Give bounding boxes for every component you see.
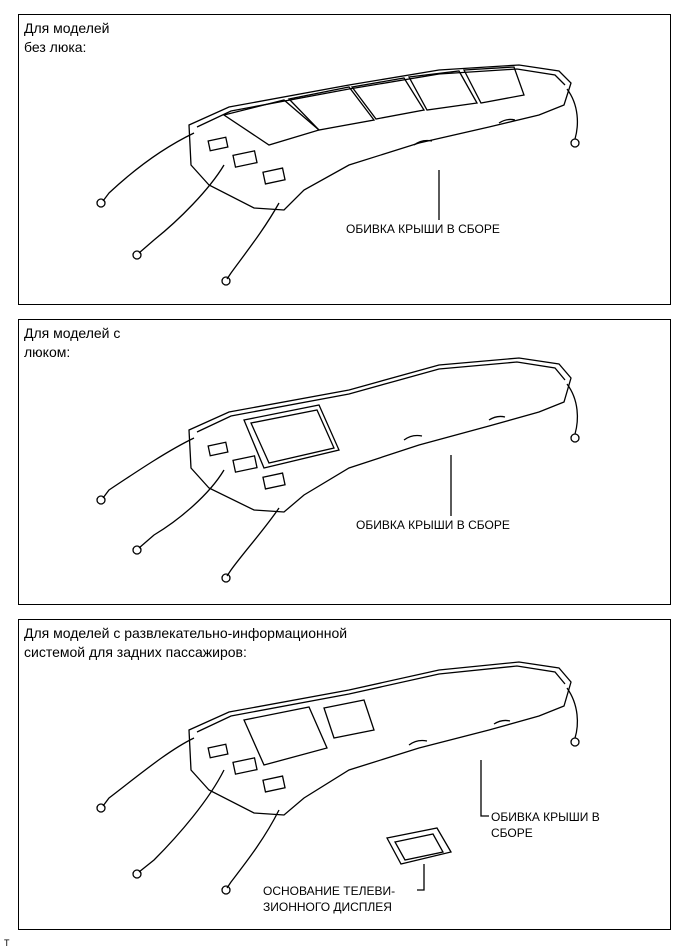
callout-text: ОБИВКА КРЫШИ В СБОРЕ — [346, 222, 500, 236]
headliner-illustration — [96, 64, 580, 286]
headliner-outline — [96, 661, 580, 895]
callout-text: ОБИВКА КРЫШИ В — [491, 810, 600, 824]
title-line: Для моделей — [24, 20, 110, 36]
callout-text: ОБИВКА КРЫШИ В СБОРЕ — [356, 518, 510, 532]
panel-rear-entertainment: Для моделей с развлекательно-информацион… — [18, 619, 671, 930]
display-base-callout: ОСНОВАНИЕ ТЕЛЕВИ- ЗИОННОГО ДИСПЛЕЯ — [263, 883, 395, 915]
title-line: Для моделей с развлекательно-информацион… — [24, 625, 348, 641]
title-line: люком: — [24, 344, 71, 360]
panel-without-sunroof: Для моделей без люка: — [18, 14, 671, 305]
title-line: без люка: — [24, 39, 87, 55]
headliner-outline — [96, 64, 580, 286]
panel-title: Для моделей с люком: — [24, 324, 120, 362]
callout-text: ЗИОННОГО ДИСПЛЕЯ — [263, 900, 392, 914]
title-line: Для моделей с — [24, 325, 121, 341]
panel-with-sunroof: Для моделей с люком: ОБИВКА КРЫШИ В СБОР… — [18, 319, 671, 605]
title-line: системой для задних пассажиров: — [24, 644, 247, 660]
page-footer-mark: T — [4, 938, 10, 948]
headliner-illustration — [96, 661, 580, 895]
headliner-callout: ОБИВКА КРЫШИ В СБОРЕ — [356, 517, 510, 533]
callout-text: ОСНОВАНИЕ ТЕЛЕВИ- — [263, 884, 396, 898]
panel-title: Для моделей с развлекательно-информацион… — [24, 624, 347, 662]
panel-title: Для моделей без люка: — [24, 19, 110, 57]
headliner-callout: ОБИВКА КРЫШИ В СБОРЕ — [491, 809, 600, 841]
headliner-outline — [96, 357, 580, 583]
headliner-illustration — [96, 357, 580, 583]
headliner-callout: ОБИВКА КРЫШИ В СБОРЕ — [346, 221, 500, 237]
callout-text: СБОРЕ — [491, 826, 533, 840]
